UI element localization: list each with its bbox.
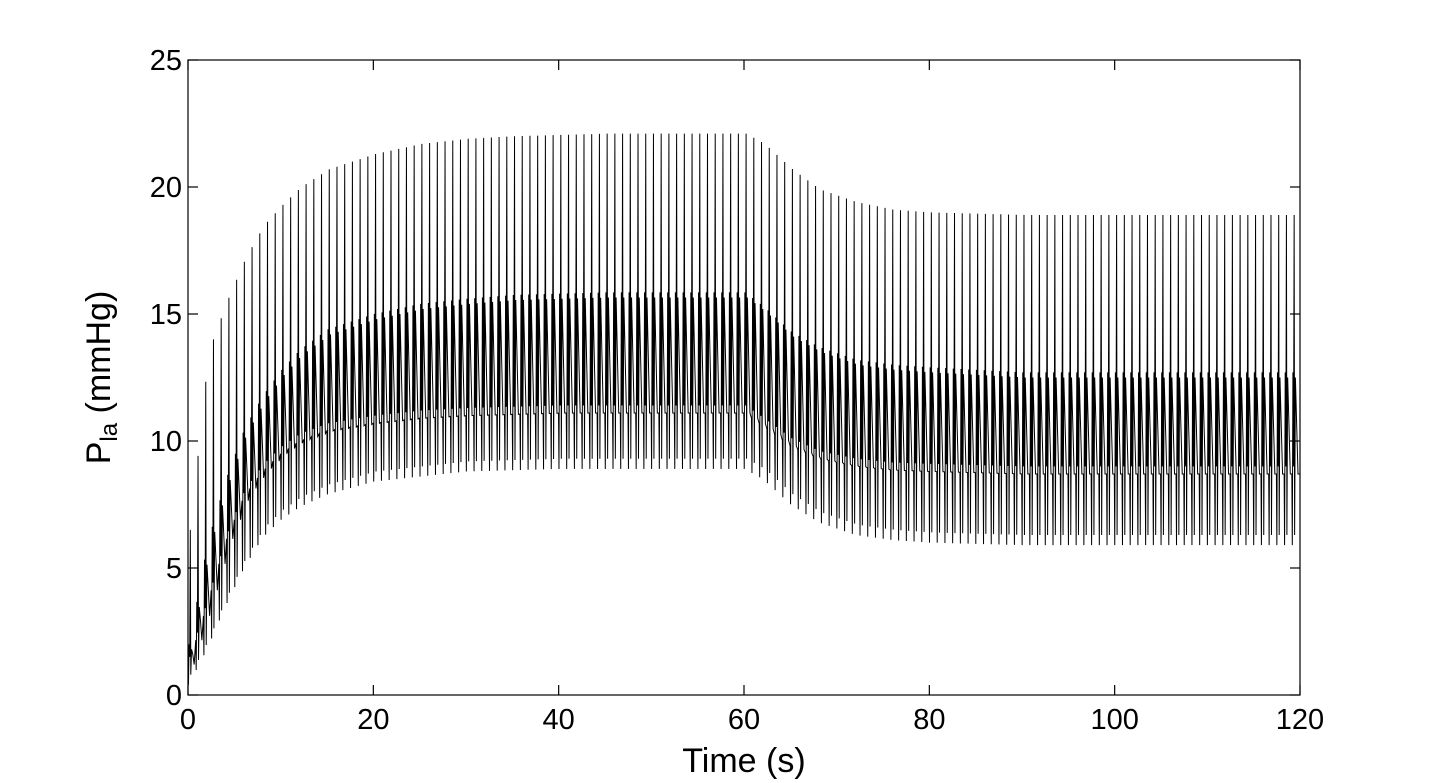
y-axis-label: Pla (mmHg) [80,291,123,465]
y-tick-label: 25 [150,45,182,77]
x-tick-label: 100 [1090,704,1138,736]
y-tick-label: 10 [150,426,182,458]
y-axis-label-unit: (mmHg) [80,291,118,414]
x-tick-label: 120 [1276,704,1324,736]
x-tick-label: 0 [180,704,196,736]
x-tick-label: 60 [728,704,760,736]
y-axis-label-space [80,413,118,422]
y-axis-label-symbol: P [80,442,118,465]
pressure-series-line [187,133,1300,685]
y-tick-label: 5 [166,553,182,585]
x-tick-label: 20 [357,704,389,736]
y-tick-label: 15 [150,299,182,331]
series-layer [187,133,1300,685]
y-axis-label-subscript: la [96,422,123,441]
y-tick-label: 0 [166,680,182,712]
x-tick-label: 80 [913,704,945,736]
ticks-layer: 0 20 40 60 80 100 120 0 5 10 15 20 25 [150,45,1324,736]
x-axis-label: Time (s) [682,742,805,780]
y-tick-label: 20 [150,172,182,204]
x-tick-label: 40 [543,704,575,736]
